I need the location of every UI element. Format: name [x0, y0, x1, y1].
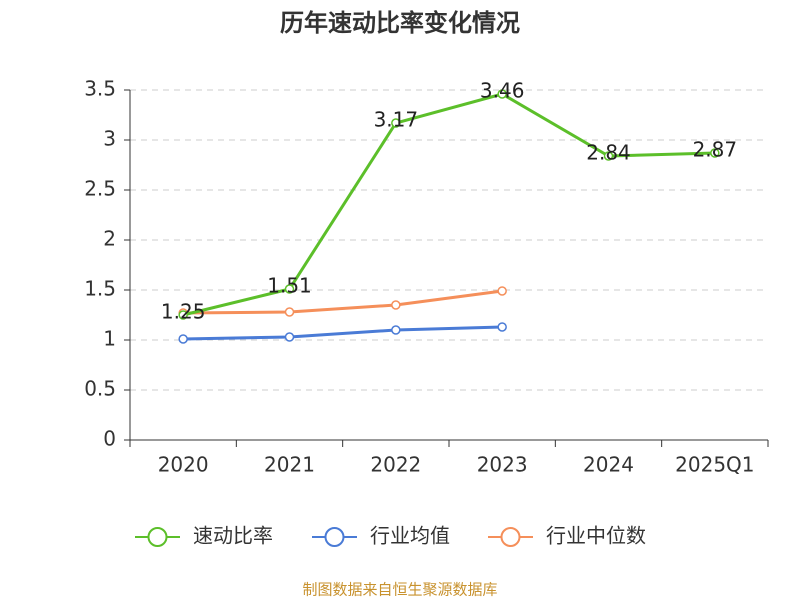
legend-label: 行业均值	[370, 524, 450, 548]
data-label: 1.51	[267, 274, 312, 298]
x-tick-label: 2023	[477, 453, 528, 477]
y-tick-label: 0	[103, 427, 116, 451]
point	[710, 148, 720, 158]
point	[284, 307, 295, 317]
data-label: 1.25	[161, 300, 206, 324]
data-label: 2.84	[586, 141, 631, 165]
point	[603, 151, 614, 161]
y-tick-label: 3	[103, 127, 116, 151]
data-label: 2.87	[693, 138, 738, 162]
series-line	[183, 325, 503, 341]
x-tick-label: 2021	[264, 453, 315, 477]
legend-marker	[147, 527, 168, 547]
source: 制图数据来自恒生聚源数据库	[302, 581, 497, 599]
x-tick-label: 2024	[583, 453, 634, 477]
legend-marker	[324, 527, 345, 547]
series-line	[183, 289, 503, 315]
x-tick-label: 2022	[370, 453, 421, 477]
point	[178, 310, 188, 320]
point	[178, 334, 188, 344]
y-tick-label: 2	[103, 227, 116, 251]
legend-label: 速动比率	[193, 524, 273, 548]
y-tick-label: 2.5	[84, 177, 116, 201]
x-tick-label: 2020	[158, 453, 209, 477]
point	[284, 284, 295, 294]
point	[497, 322, 507, 332]
y-tick-label: 1	[103, 327, 116, 351]
y-tick-label: 0.5	[84, 377, 116, 401]
point	[497, 286, 507, 296]
point	[391, 300, 401, 310]
point	[284, 332, 295, 342]
point	[391, 325, 401, 335]
y-tick-label: 1.5	[84, 277, 116, 301]
legend-label: 行业中位数	[546, 524, 646, 548]
x-tick-label: 2025Q1	[675, 453, 754, 477]
legend-marker	[500, 527, 521, 547]
series-line	[182, 92, 715, 317]
data-label: 3.46	[480, 79, 525, 103]
point	[497, 89, 507, 99]
chart-title: 历年速动比率变化情况	[280, 9, 520, 37]
y-tick-label: 3.5	[84, 77, 116, 101]
data-label: 3.17	[374, 108, 419, 132]
point	[391, 118, 401, 128]
